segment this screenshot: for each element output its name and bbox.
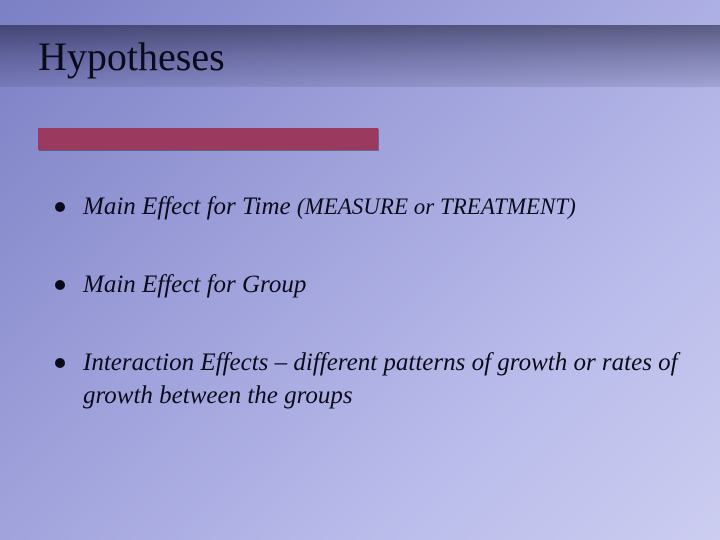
bullet-text: Main Effect for Group [83,268,680,302]
slide-content: Main Effect for Time (MEASURE or TREATME… [55,190,680,457]
bullet-icon [55,202,65,212]
title-band: Hypotheses [0,25,720,87]
bullet-text: Main Effect for Time (MEASURE or TREATME… [83,190,680,224]
bullet-main: Interaction Effects – different patterns… [83,349,678,410]
accent-bar [38,128,378,150]
bullet-item: Main Effect for Group [55,268,680,302]
bullet-icon [55,280,65,290]
bullet-paren: (MEASURE or TREATMENT) [297,194,576,219]
bullet-main: Main Effect for Group [83,271,306,298]
bullet-text: Interaction Effects – different patterns… [83,346,680,414]
bullet-icon [55,358,65,368]
bullet-item: Interaction Effects – different patterns… [55,346,680,414]
bullet-item: Main Effect for Time (MEASURE or TREATME… [55,190,680,224]
bullet-main: Main Effect for Time [83,193,297,220]
slide-title: Hypotheses [38,33,225,80]
